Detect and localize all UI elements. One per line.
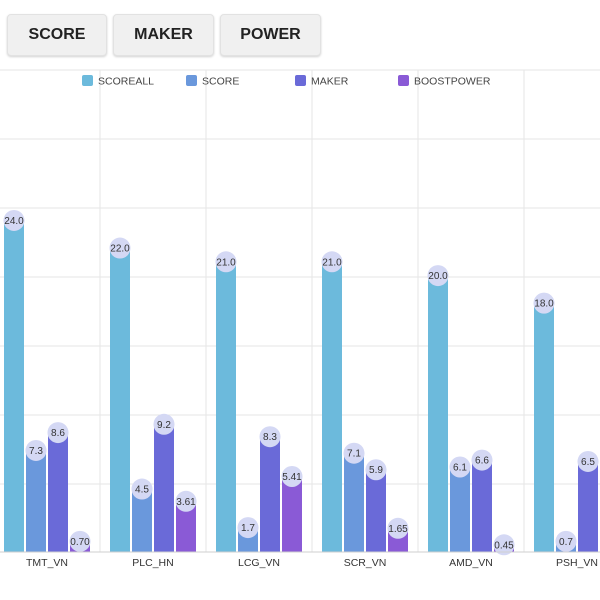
data-label-bubble [259,426,281,448]
data-label: 22.0 [110,244,130,255]
data-label-bubble [47,422,69,444]
bar-maker [472,461,492,552]
data-label-bubble [343,442,365,464]
x-tick-label: LCG_VN [238,557,280,569]
data-label-bubble [237,517,259,539]
data-label: 21.0 [322,257,342,268]
data-label: 1.65 [388,524,408,535]
bar-maker [366,470,386,552]
bar-scoreall [4,221,24,552]
bar-maker [48,433,68,552]
x-tick-label: PSH_VN [556,557,598,569]
data-label: 0.7 [559,537,573,548]
legend-swatch [295,75,306,86]
data-label: 8.6 [51,428,65,439]
data-label: 7.1 [347,449,361,460]
x-tick-label: SCR_VN [344,557,387,569]
bar-score [132,490,152,552]
power-button[interactable]: POWER [220,14,321,56]
legend-swatch [186,75,197,86]
bar-score [450,467,470,552]
bar-scoreall [110,249,130,552]
data-label: 7.3 [29,446,43,457]
legend-label: SCOREALL [98,76,154,88]
data-label-bubble [69,530,91,552]
bar-scoreall [322,262,342,552]
bar-maker [260,437,280,552]
data-label-bubble [281,465,303,487]
legend-label: SCORE [202,76,239,88]
data-label: 0.70 [70,537,90,548]
data-label: 0.45 [494,540,514,551]
data-label: 9.2 [157,420,171,431]
data-label-bubble [131,478,153,500]
data-label-bubble [365,459,387,481]
data-label: 5.41 [282,472,302,483]
data-label: 4.5 [135,485,149,496]
data-label: 6.6 [475,456,489,467]
legend-label: MAKER [311,76,349,88]
data-label-bubble [387,517,409,539]
data-label: 5.9 [369,465,383,476]
data-label: 3.61 [176,497,196,508]
data-label-bubble [175,490,197,512]
data-label: 20.0 [428,271,448,282]
bar-boostpower [176,502,196,552]
data-label-bubble [555,530,577,552]
legend-swatch [82,75,93,86]
data-label-bubble [577,450,599,472]
data-label-bubble [153,413,175,435]
data-label-bubble [25,439,47,461]
bar-score [26,451,46,552]
data-label: 8.3 [263,432,277,443]
score-button[interactable]: SCORE [7,14,107,56]
data-label-bubble [215,251,237,273]
bar-maker [154,425,174,552]
x-tick-label: AMD_VN [449,557,493,569]
legend-swatch [398,75,409,86]
data-label: 6.5 [581,457,595,468]
bar-scoreall [216,262,236,552]
data-label-bubble [427,265,449,287]
data-label-bubble [493,534,515,556]
maker-button[interactable]: MAKER [113,14,214,56]
bar-score [344,454,364,552]
data-label-bubble [449,456,471,478]
bar-boostpower [282,477,302,552]
data-label: 1.7 [241,523,255,534]
data-label-bubble [533,292,555,314]
data-label-bubble [471,449,493,471]
data-label-bubble [3,209,25,231]
data-label-bubble [321,251,343,273]
bar-scoreall [534,304,554,552]
x-tick-label: TMT_VN [26,557,68,569]
data-label-bubble [109,237,131,259]
legend-label: BOOSTPOWER [414,76,491,88]
data-label: 18.0 [534,299,554,310]
data-label: 21.0 [216,257,236,268]
x-tick-label: PLC_HN [132,557,173,569]
data-label: 6.1 [453,462,467,473]
bar-maker [578,462,598,552]
bar-scoreall [428,276,448,552]
data-label: 24.0 [4,216,24,227]
